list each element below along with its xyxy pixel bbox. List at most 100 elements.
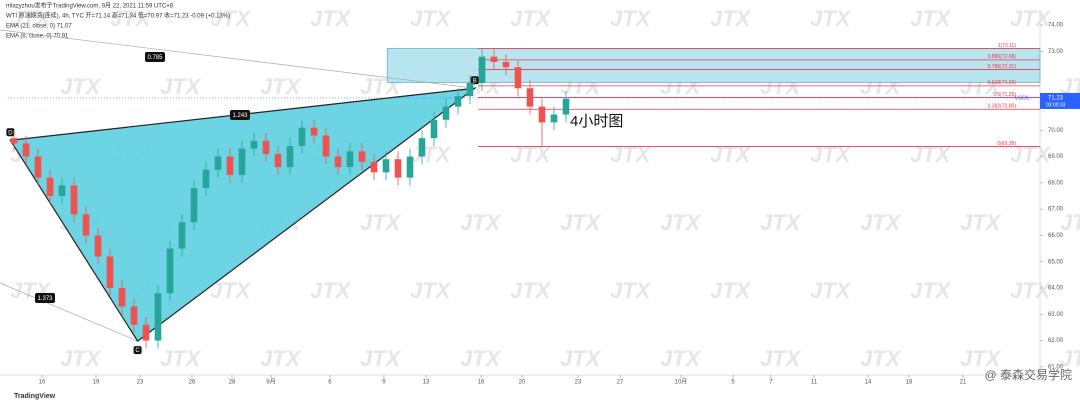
x-tick-label: 27: [617, 380, 624, 386]
watermark: JTX: [810, 6, 852, 31]
watermark: JTX: [260, 74, 302, 99]
watermark: JTX: [60, 74, 102, 99]
x-tick-label: 23: [575, 380, 582, 386]
watermark: JTX: [910, 278, 952, 303]
watermark: JTX: [1060, 346, 1080, 371]
watermark: JTX: [410, 278, 452, 303]
x-tick-label: 23: [137, 380, 144, 386]
x-tick-label: 9月: [266, 379, 275, 386]
x-tick-label: 11: [811, 380, 818, 386]
watermark: JTX: [560, 210, 602, 235]
watermark: JTX: [710, 142, 752, 167]
candle-body: [142, 324, 150, 341]
watermark: JTX: [610, 142, 652, 167]
candle-body: [382, 159, 390, 173]
guide-line: [0, 282, 138, 342]
ratio-badge: [230, 110, 250, 120]
candle-body: [550, 114, 558, 123]
countdown: 03:00:33: [1046, 102, 1066, 108]
watermark: JTX: [410, 6, 452, 31]
watermark: JTX: [160, 74, 202, 99]
x-tick-label: 20: [519, 380, 526, 386]
watermark: JTX: [510, 6, 552, 31]
y-tick-label: 67.00: [1048, 207, 1064, 213]
watermark: JTX: [910, 6, 952, 31]
ratio-label: 1.373: [37, 296, 53, 302]
ratio-label: 1.243: [232, 113, 248, 119]
watermark: JTX: [660, 346, 702, 371]
point-badge: [470, 76, 479, 85]
guide-line: [0, 29, 475, 89]
candle-body: [94, 235, 102, 257]
candle-body: [310, 127, 318, 136]
watermark: JTX: [310, 278, 352, 303]
candle-body: [58, 185, 66, 196]
candle-body: [466, 82, 474, 97]
y-tick-label: 70.00: [1048, 128, 1064, 134]
ratio-badge: [145, 52, 165, 62]
candle-body: [418, 138, 426, 157]
watermark: JTX: [460, 210, 502, 235]
candle-body: [490, 56, 498, 62]
watermark: JTX: [960, 210, 1002, 235]
last-price-symbol: USOIL: [1015, 95, 1030, 101]
watermark: JTX: [610, 6, 652, 31]
annotation: 4小时图: [570, 113, 623, 130]
watermark: JTX: [410, 142, 452, 167]
x-tick-label: 28: [229, 380, 236, 386]
point-badge: [133, 346, 142, 355]
candle-body: [238, 148, 246, 175]
x-tick-label: 18: [906, 380, 913, 386]
candle-body: [514, 67, 522, 89]
candle-body: [346, 151, 354, 168]
watermark: JTX: [510, 278, 552, 303]
watermark: JTX: [110, 6, 152, 31]
watermark: JTX: [910, 142, 952, 167]
candle-body: [538, 106, 546, 123]
watermark: JTX: [360, 346, 402, 371]
watermark: JTX: [1010, 142, 1052, 167]
x-tick-label: 7: [769, 380, 773, 386]
x-tick-label: 5: [731, 380, 735, 386]
watermark: JTX: [760, 210, 802, 235]
watermark: JTX: [710, 278, 752, 303]
candle-body: [322, 135, 330, 157]
candle-body: [202, 169, 210, 189]
x-tick-label: 6: [328, 380, 332, 386]
watermark: JTX: [460, 346, 502, 371]
x-tick-label: 19: [93, 380, 100, 386]
y-tick-label: 69.00: [1048, 154, 1064, 160]
logo: TradingView: [14, 393, 56, 400]
watermark: JTX: [1010, 6, 1052, 31]
watermark: JTX: [10, 6, 52, 31]
x-tick-label: 9: [382, 380, 386, 386]
candle-body: [562, 98, 570, 115]
candle-body: [22, 143, 30, 157]
x-tick-label: 16: [478, 380, 485, 386]
y-tick-label: 74.00: [1048, 23, 1064, 29]
candle-body: [358, 151, 366, 162]
point-label: B: [473, 78, 477, 84]
candle-body: [406, 156, 414, 178]
watermark: JTX: [1010, 278, 1052, 303]
candle-body: [82, 214, 90, 236]
y-tick-label: 61.00: [1048, 364, 1064, 370]
candle-body: [370, 161, 378, 173]
y-tick-label: 62.00: [1048, 338, 1064, 344]
x-tick-label: 26: [189, 380, 196, 386]
point-badge: [6, 128, 15, 137]
watermark: JTX: [960, 346, 1002, 371]
point-label: C: [135, 348, 140, 354]
candle-body: [250, 140, 258, 149]
y-tick-label: 64.00: [1048, 286, 1064, 292]
candle-body: [70, 185, 78, 215]
watermark: JTX: [760, 346, 802, 371]
watermark: JTX: [610, 278, 652, 303]
y-tick-label: 73.00: [1048, 49, 1064, 55]
watermark: JTX: [360, 210, 402, 235]
candle-body: [274, 153, 282, 168]
watermark: JTX: [810, 142, 852, 167]
x-tick-label: 21: [960, 380, 967, 386]
candle-body: [166, 248, 174, 294]
